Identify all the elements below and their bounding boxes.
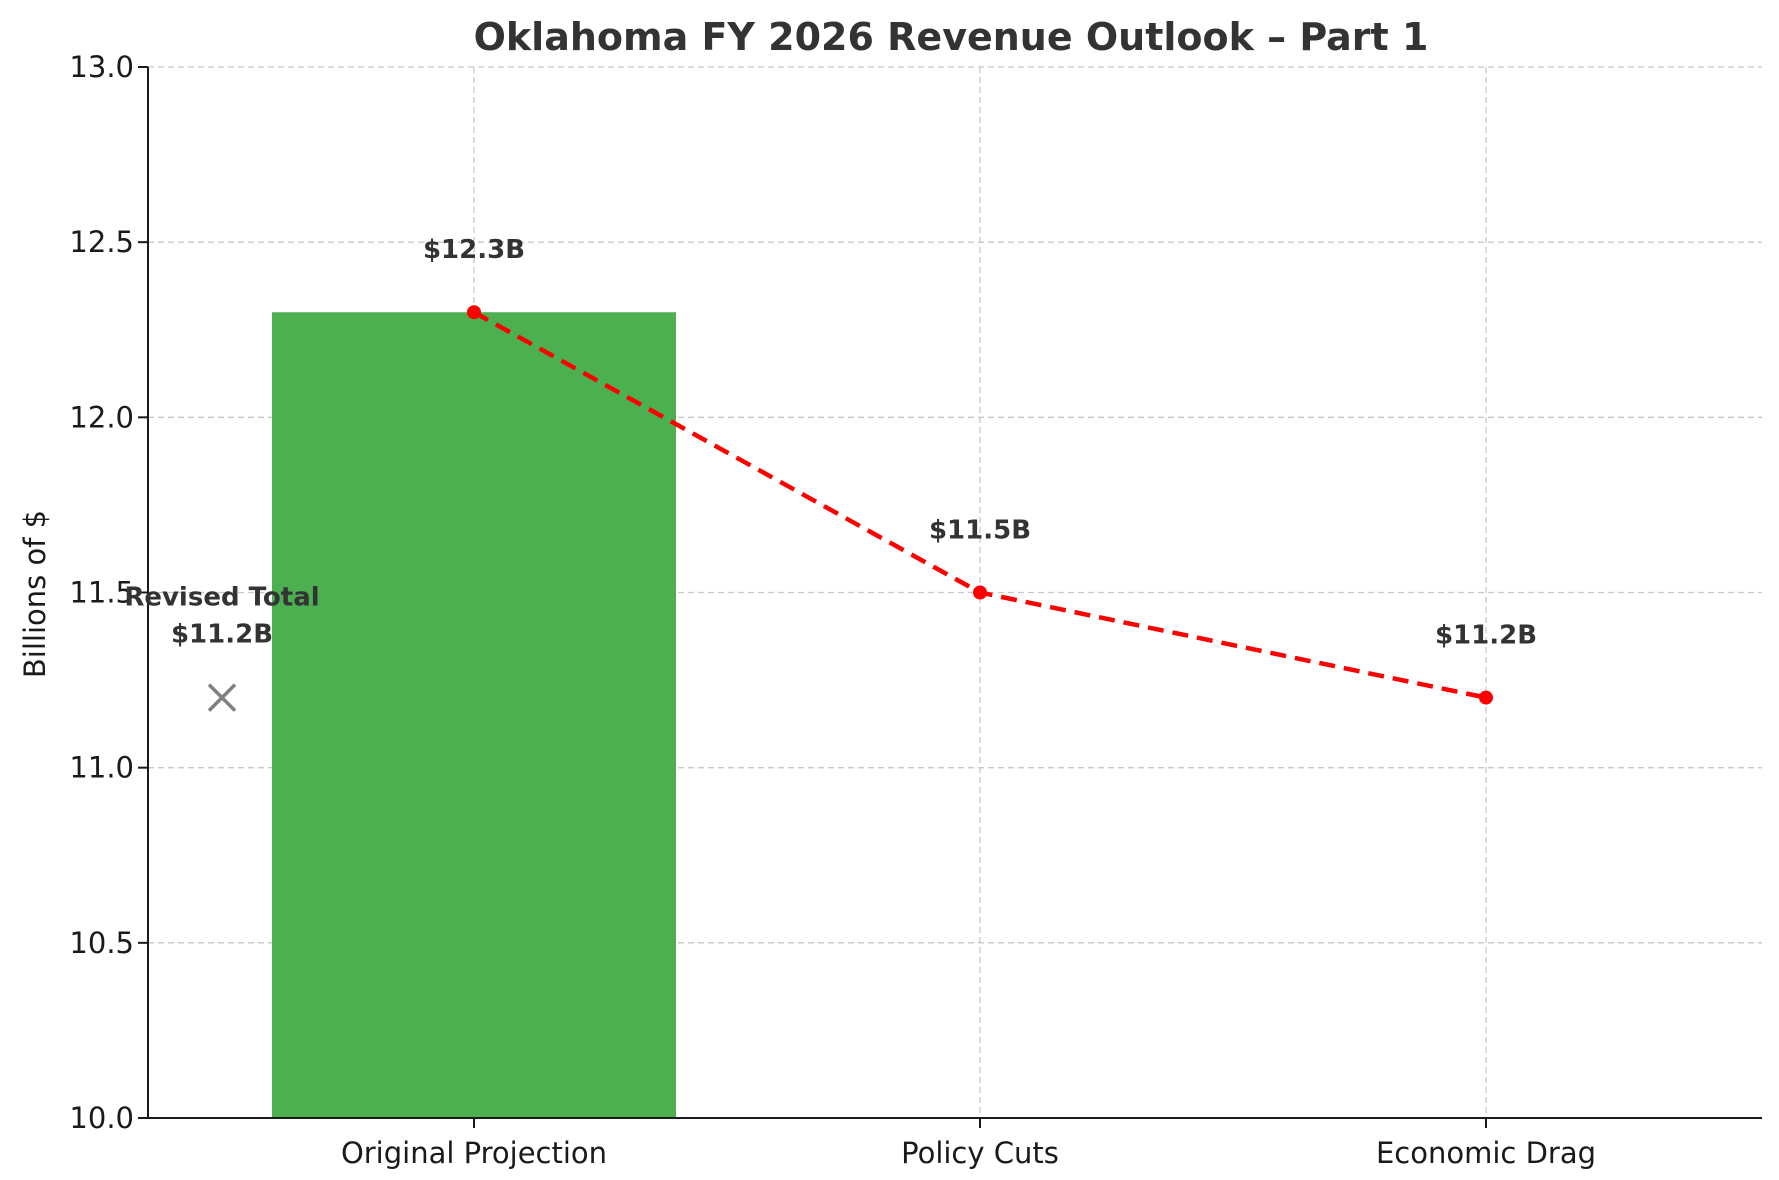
y-tick-label: 10.0 bbox=[69, 1101, 134, 1135]
data-label: $11.2B bbox=[1435, 621, 1537, 651]
line-point bbox=[973, 585, 987, 600]
y-tick-label: 12.0 bbox=[69, 400, 134, 434]
label-layer: $12.3B $11.5B $11.2B Revised Total $11.2B bbox=[124, 235, 1537, 712]
data-label: $12.3B bbox=[423, 235, 525, 265]
data-label: $11.5B bbox=[929, 516, 1031, 546]
x-tick-label: Economic Drag bbox=[1376, 1136, 1596, 1170]
x-tick-label: Policy Cuts bbox=[901, 1136, 1059, 1170]
line-point bbox=[1479, 690, 1493, 705]
revised-total-value: $11.2B bbox=[171, 620, 273, 650]
revised-total-label: Revised Total bbox=[124, 583, 319, 613]
y-axis-label: Billions of $ bbox=[18, 510, 52, 678]
grid-layer bbox=[148, 66, 1762, 1118]
bar-layer bbox=[272, 312, 676, 1118]
y-tick-label: 12.5 bbox=[69, 225, 134, 259]
y-tick-label: 11.0 bbox=[69, 751, 134, 785]
y-tick-label: 13.0 bbox=[69, 50, 134, 84]
line-point bbox=[467, 305, 481, 320]
y-tick-label: 10.5 bbox=[69, 926, 134, 960]
bar-original-projection bbox=[272, 312, 676, 1118]
revised-total-marker bbox=[207, 683, 237, 712]
y-tick-label: 11.5 bbox=[69, 576, 134, 610]
line-layer bbox=[467, 305, 1493, 705]
chart-title: Oklahoma FY 2026 Revenue Outlook – Part … bbox=[474, 15, 1429, 59]
x-tick-label: Original Projection bbox=[341, 1136, 607, 1170]
axes-layer: 10.0 10.5 11.0 11.5 12.0 12.5 13.0 Original Pro… bbox=[69, 50, 1762, 1170]
